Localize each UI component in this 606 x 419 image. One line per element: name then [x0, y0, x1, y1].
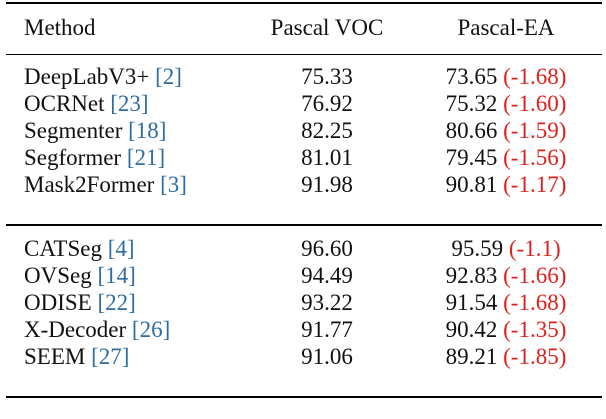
- method-cell: SEEM [27]: [24, 343, 129, 370]
- ea-value: 89.21: [445, 344, 498, 369]
- method-name: Mask2Former: [24, 172, 155, 197]
- ea-cell: 89.21 (-1.85): [408, 343, 604, 370]
- voc-cell: 96.60: [301, 236, 353, 261]
- ea-value: 79.45: [445, 145, 498, 170]
- citation: [4]: [107, 236, 135, 261]
- method-name: Segformer: [24, 145, 122, 170]
- ea-value: 91.54: [445, 290, 498, 315]
- citation: [22]: [97, 290, 136, 315]
- ea-cell: 75.32 (-1.60): [408, 90, 604, 117]
- header-cell: Method: [24, 15, 96, 40]
- ea-cell: 95.59 (-1.1): [408, 235, 604, 262]
- top-rule: [6, 2, 602, 4]
- ea-value: 75.32: [445, 91, 498, 116]
- method-cell: Mask2Former [3]: [24, 171, 187, 198]
- ea-cell: 73.65 (-1.68): [408, 63, 604, 90]
- ea-delta: (-1.35): [503, 317, 567, 342]
- citation: [14]: [97, 263, 136, 288]
- method-name: OCRNet: [24, 91, 105, 116]
- ea-delta: (-1.66): [503, 263, 567, 288]
- ea-value: 95.59: [451, 236, 504, 261]
- voc-cell: 91.77: [301, 317, 353, 342]
- citation: [23]: [110, 91, 149, 116]
- citation: [2]: [155, 64, 182, 89]
- ea-delta: (-1.17): [503, 172, 567, 197]
- ea-delta: (-1.56): [503, 145, 567, 170]
- voc-cell: 82.25: [301, 118, 353, 143]
- ea-value: 80.66: [445, 118, 498, 143]
- method-cell: DeepLabV3+ [2]: [24, 63, 182, 90]
- bottom-rule: [6, 396, 602, 398]
- ea-cell: 79.45 (-1.56): [408, 144, 604, 171]
- voc-cell: 91.98: [301, 172, 353, 197]
- ea-cell: 90.42 (-1.35): [408, 316, 604, 343]
- voc-cell: 91.06: [301, 344, 353, 369]
- method-cell: ODISE [22]: [24, 289, 136, 316]
- method-name: SEEM: [24, 344, 86, 369]
- ea-cell: 90.81 (-1.17): [408, 171, 604, 198]
- method-name: X-Decoder: [24, 317, 127, 342]
- ea-cell: 92.83 (-1.66): [408, 262, 604, 289]
- citation: [26]: [131, 317, 171, 342]
- ea-delta: (-1.68): [503, 290, 567, 315]
- ea-delta: (-1.1): [508, 236, 561, 261]
- ea-value: 90.81: [445, 172, 498, 197]
- citation: [3]: [160, 172, 187, 197]
- voc-cell: 75.33: [301, 64, 353, 89]
- group-rule: [6, 224, 602, 226]
- citation: [18]: [128, 118, 167, 143]
- method-cell: OCRNet [23]: [24, 90, 149, 117]
- voc-cell: 93.22: [301, 290, 353, 315]
- method-name: Segmenter: [24, 118, 123, 143]
- ea-cell: 91.54 (-1.68): [408, 289, 604, 316]
- method-cell: CATSeg [4]: [24, 235, 135, 262]
- voc-cell: 76.92: [301, 91, 353, 116]
- method-cell: X-Decoder [26]: [24, 316, 170, 343]
- ea-delta: (-1.68): [503, 64, 567, 89]
- citation: [27]: [91, 344, 130, 369]
- method-name: ODISE: [24, 290, 92, 315]
- method-name: CATSeg: [24, 236, 102, 261]
- header-cell: Pascal VOC: [270, 15, 384, 40]
- ea-value: 73.65: [445, 64, 498, 89]
- method-cell: Segmenter [18]: [24, 117, 166, 144]
- ea-delta: (-1.59): [503, 118, 567, 143]
- voc-cell: 81.01: [301, 145, 353, 170]
- ea-cell: 80.66 (-1.59): [408, 117, 604, 144]
- voc-cell: 94.49: [301, 263, 353, 288]
- method-name: DeepLabV3+: [24, 64, 150, 89]
- ea-delta: (-1.85): [503, 344, 567, 369]
- ea-value: 92.83: [445, 263, 498, 288]
- citation: [21]: [126, 145, 166, 170]
- method-cell: Segformer [21]: [24, 144, 165, 171]
- header-cell: Pascal-EA: [457, 15, 555, 40]
- ea-delta: (-1.60): [503, 91, 567, 116]
- header-rule: [6, 54, 602, 55]
- method-name: OVSeg: [24, 263, 92, 288]
- method-cell: OVSeg [14]: [24, 262, 136, 289]
- ea-value: 90.42: [445, 317, 498, 342]
